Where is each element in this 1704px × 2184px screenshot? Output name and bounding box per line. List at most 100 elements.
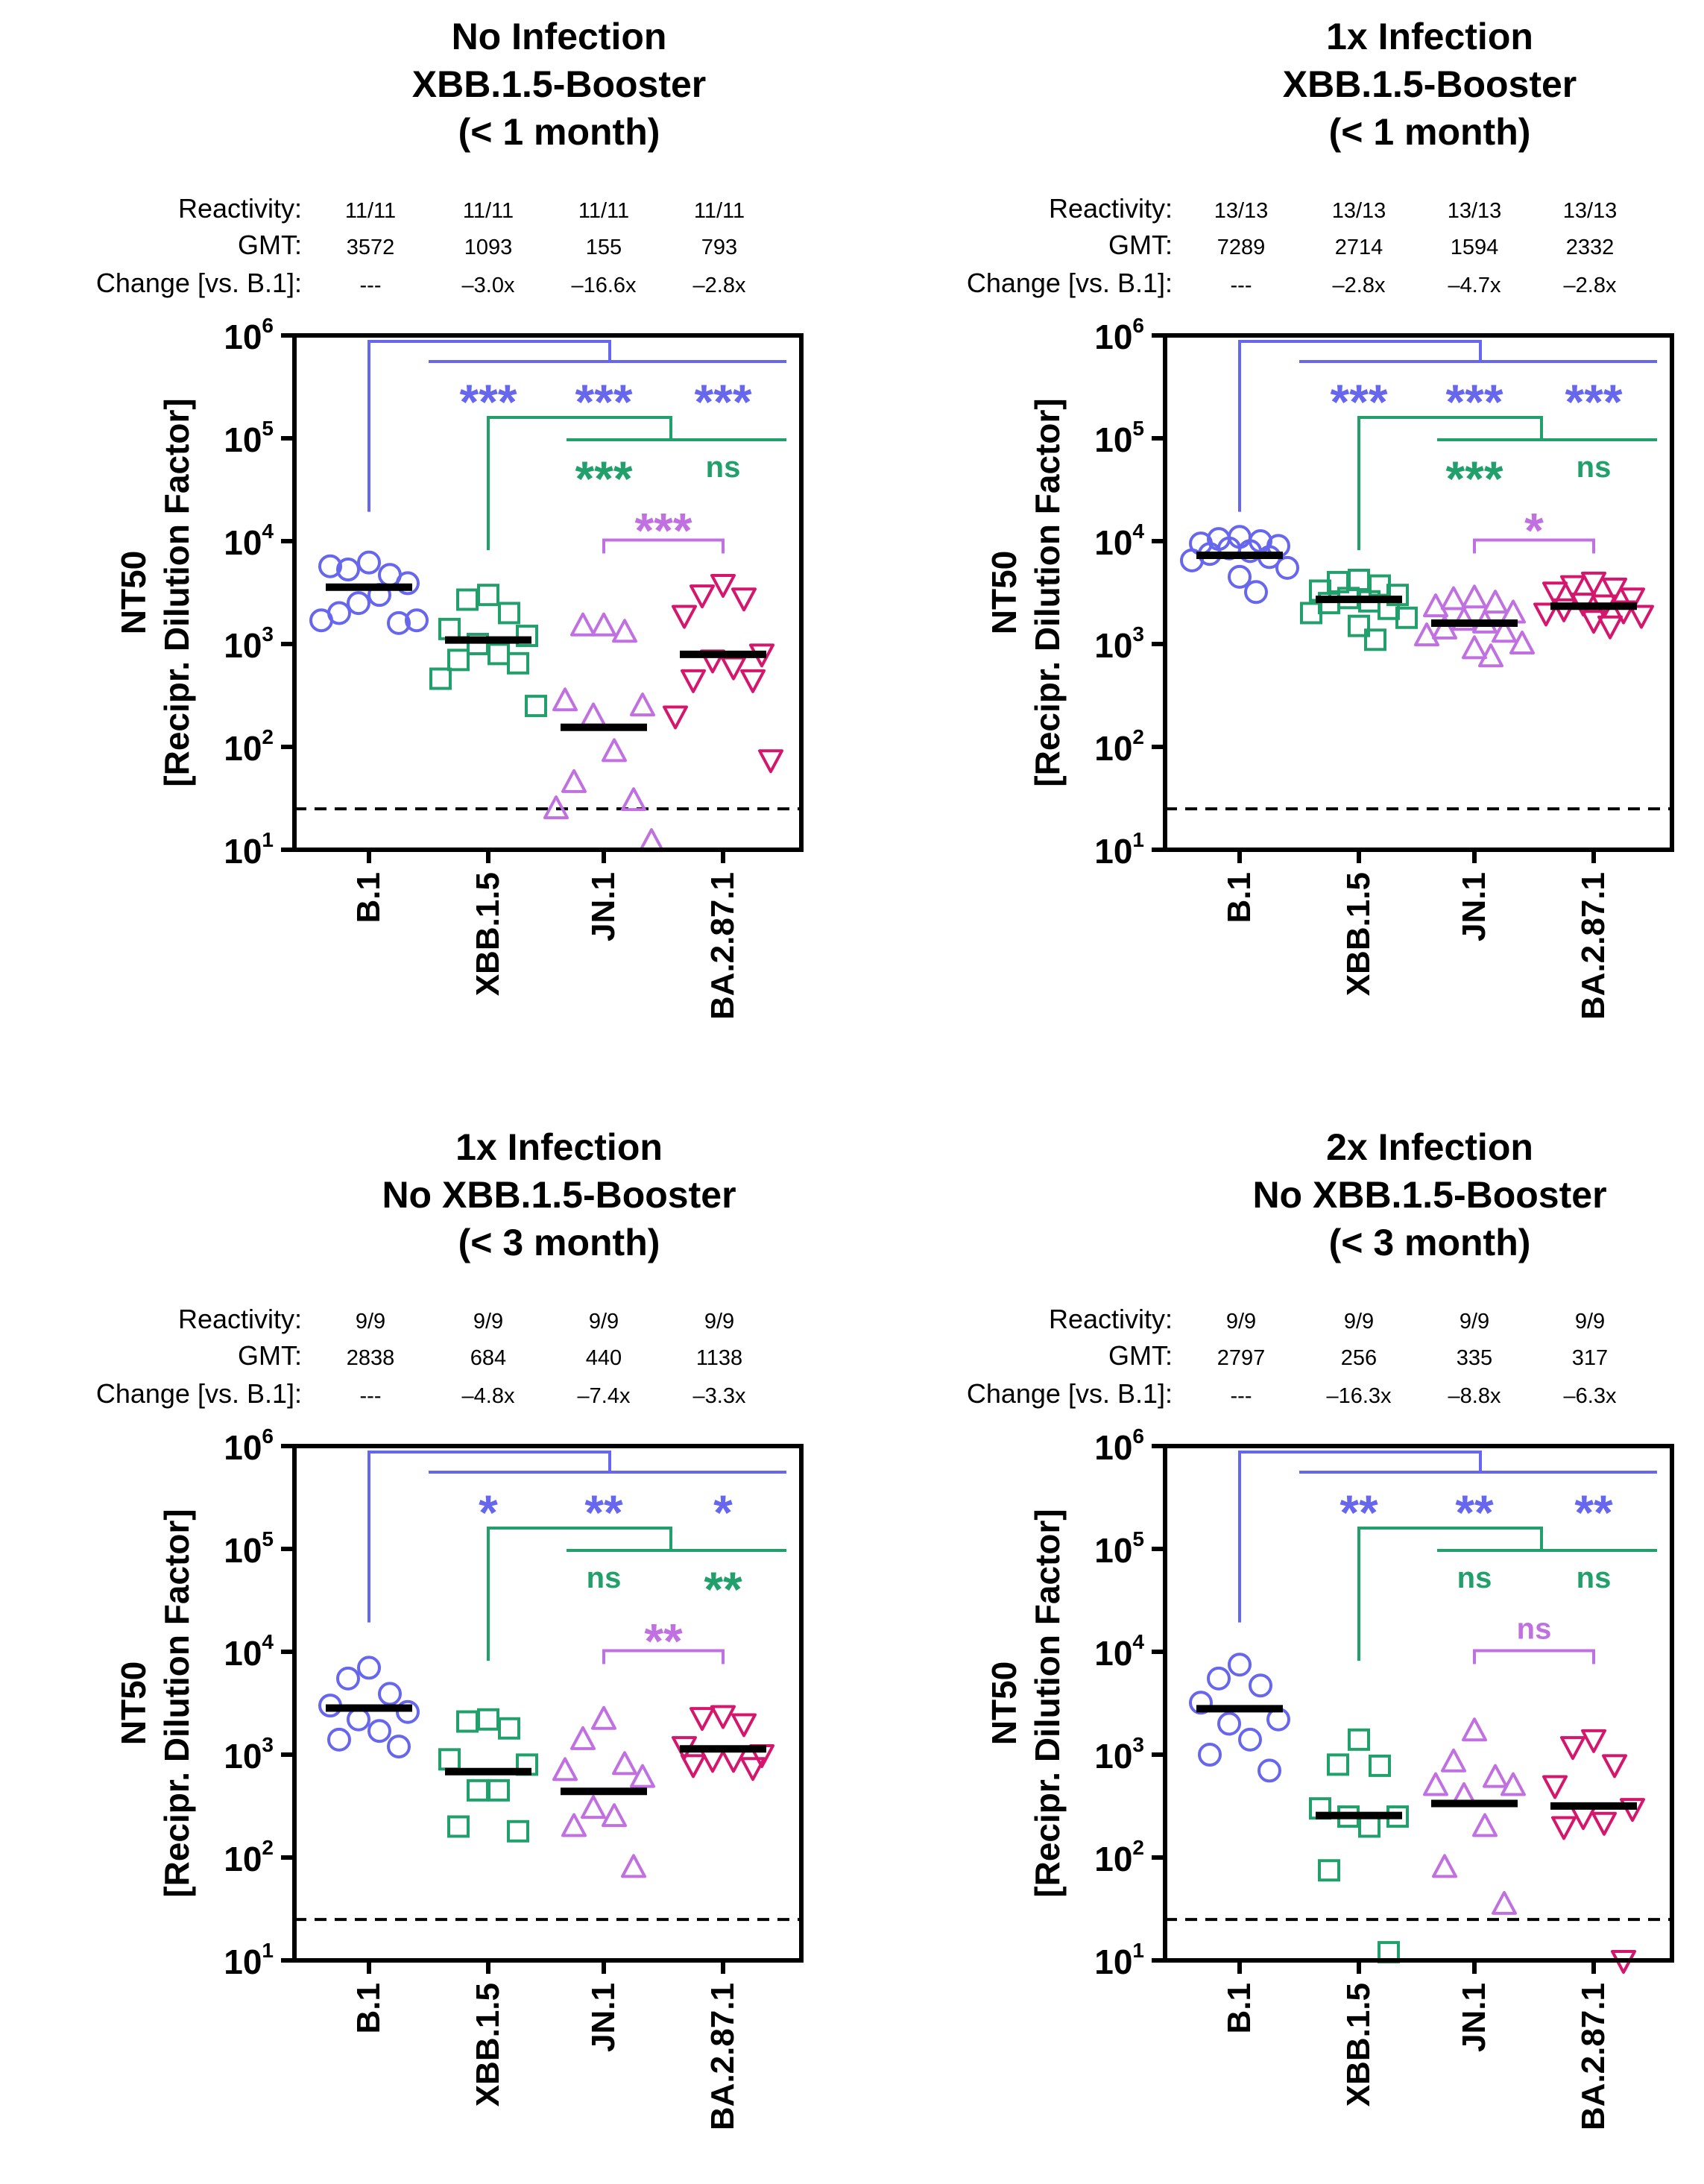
data-point [1483,590,1508,614]
data-point [612,619,637,643]
data-point [1228,1653,1252,1677]
y-tick-label: 102 [224,725,274,768]
table-cell: 9/9 [1344,1310,1374,1334]
data-point [1207,1666,1231,1691]
sig-bracket-b1 [1238,1451,1482,1623]
data-point [570,612,596,637]
data-point [367,1719,391,1743]
data-point [1462,635,1487,660]
data-point [663,705,688,730]
y-tick-label: 106 [1094,314,1144,356]
x-tick-label: B.1 [1221,872,1258,923]
sig-label-b1: ** [1574,1485,1613,1540]
data-point [721,656,746,681]
data-point [1472,1813,1498,1837]
table-cell: 11/11 [578,199,629,223]
data-point [690,1707,715,1732]
data-point [309,608,333,633]
data-point [378,1682,402,1706]
data-point [1228,564,1252,589]
table-cell: --- [1231,1384,1252,1408]
table-cell: 9/9 [473,1310,503,1334]
sig-label-b1: ** [1455,1485,1494,1540]
data-point [1198,1743,1222,1767]
y-tick-label: 103 [224,622,274,665]
data-point [591,612,616,637]
data-point [1441,586,1466,610]
table-cell: 1093 [464,236,513,259]
data-point [621,787,646,812]
sig-label-b1: *** [575,374,632,429]
data-point [507,1820,529,1843]
data-point [357,1656,381,1680]
table-cell: –4.8x [462,1384,515,1408]
sig-label-xbb: *** [1445,451,1503,506]
data-point [318,554,342,578]
data-point [1602,1754,1627,1779]
x-tick-label: B.1 [350,872,387,923]
data-point [336,558,360,582]
data-point [1348,1728,1370,1751]
data-point [710,1705,736,1729]
data-point [690,584,715,609]
table-cell: –2.8x [1333,274,1386,297]
table-row-label: Reactivity: [1049,1304,1173,1334]
data-point [602,738,627,763]
table-cell: 256 [1341,1346,1377,1370]
data-point [1414,622,1439,647]
data-point [602,1803,627,1828]
chart-title-line: (< 3 month) [1329,1222,1531,1263]
table-row-label: Change [vs. B.1]: [967,268,1173,298]
data-point [1462,1717,1487,1742]
data-point [710,573,736,598]
data-point [1509,631,1535,654]
table-cell: 2332 [1566,236,1615,259]
y-tick-label: 104 [224,1630,274,1673]
data-point [639,828,664,853]
table-cell: 440 [586,1346,622,1370]
data-point [1432,1854,1457,1878]
data-point [552,1757,578,1781]
panel-2: 1x Infection XBB.1.5-Booster (< 1 month) Re… [967,16,1674,1020]
y-tick-label: 101 [1094,828,1144,871]
table-cell: –16.3x [1326,1384,1392,1408]
chart-title-line: (< 3 month) [458,1222,660,1263]
sig-label-xbb: *** [575,451,632,506]
table-row-label: Reactivity: [178,193,302,224]
data-point [525,695,547,718]
sig-label-jn1: ** [644,1613,683,1668]
chart-title-line: (< 1 month) [1329,111,1531,153]
y-tick-label: 104 [224,520,274,562]
data-point [1560,575,1585,599]
table-cell: –3.0x [462,274,515,297]
table-cell: 13/13 [1332,199,1386,223]
data-point [487,643,510,666]
data-point [1533,602,1559,627]
x-tick-label: JN.1 [585,1983,622,2052]
data-point [405,608,429,633]
y-tick-label: 105 [1094,417,1144,459]
sig-label-xbb: ns [1457,1562,1492,1594]
data-point [498,1717,520,1740]
data-point [507,651,529,675]
data-point [1581,1729,1606,1753]
sig-bracket-jn1 [602,538,725,554]
y-tick-label: 104 [1094,1630,1144,1673]
y-tick-label: 101 [224,1939,274,1981]
y-tick-label: 101 [1094,1939,1144,1981]
chart-title-line: No Infection [452,16,667,57]
data-point [1348,614,1370,637]
table-cell: 9/9 [1460,1310,1489,1334]
data-point [498,602,520,625]
data-point [1369,1754,1391,1777]
data-point [1432,615,1457,640]
table-cell: –2.8x [693,274,746,297]
table-cell: –2.8x [1564,274,1617,297]
sig-label-b1: *** [1565,374,1622,429]
table-row-label: Change [vs. B.1]: [967,1378,1173,1409]
data-point [1542,1775,1568,1799]
table-cell: 11/11 [345,199,396,223]
sig-bracket-b1 [1238,340,1482,512]
sig-label-xbb: ns [706,451,741,484]
data-point [1238,1727,1262,1752]
